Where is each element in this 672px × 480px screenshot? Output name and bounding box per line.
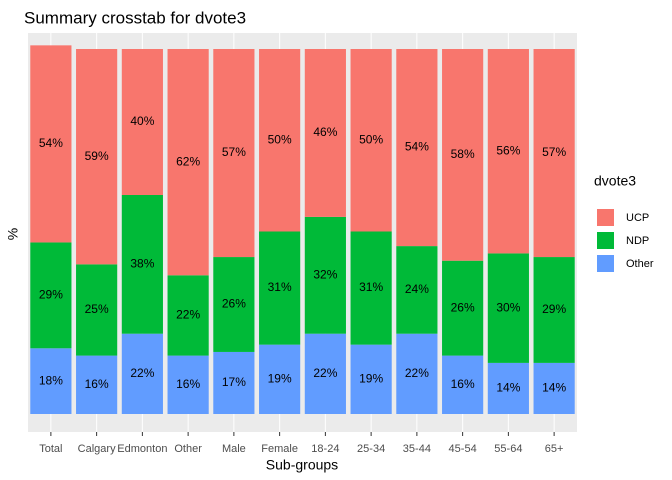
bar-segment bbox=[533, 362, 575, 414]
legend-key bbox=[597, 255, 614, 272]
bar-segment bbox=[442, 49, 484, 261]
bar-segment bbox=[167, 355, 209, 414]
bar-segment bbox=[350, 231, 392, 345]
data-label: 58% bbox=[451, 147, 475, 161]
data-label: 25% bbox=[85, 302, 109, 316]
data-label: 30% bbox=[496, 300, 520, 314]
x-tick-label: 25-34 bbox=[357, 443, 385, 455]
legend-label: Other bbox=[626, 258, 654, 270]
x-tick-label: Edmonton bbox=[117, 443, 167, 455]
data-label: 14% bbox=[496, 381, 520, 395]
x-tick-label: 18-24 bbox=[311, 443, 339, 455]
bar-segment bbox=[396, 49, 438, 247]
data-label: 14% bbox=[542, 381, 566, 395]
bar-segment bbox=[487, 49, 529, 254]
bar-segment bbox=[533, 49, 575, 258]
bar-segment bbox=[76, 49, 118, 265]
bar-segment bbox=[442, 260, 484, 356]
legend-label: UCP bbox=[626, 212, 649, 224]
x-tick-label: 45-54 bbox=[449, 443, 477, 455]
x-tick-label: 35-44 bbox=[403, 443, 431, 455]
bar-segment bbox=[30, 348, 72, 414]
bar-segment bbox=[213, 257, 255, 352]
data-label: 46% bbox=[313, 125, 337, 139]
bar-segment bbox=[350, 49, 392, 232]
bar-segment bbox=[121, 195, 163, 334]
bar-segment bbox=[304, 49, 346, 217]
data-label: 29% bbox=[39, 288, 63, 302]
bar-segment bbox=[76, 264, 118, 356]
x-tick-label: 55-64 bbox=[494, 443, 522, 455]
data-label: 32% bbox=[313, 267, 337, 281]
bar-segment bbox=[213, 351, 255, 414]
data-label: 19% bbox=[268, 371, 292, 385]
data-label: 26% bbox=[222, 297, 246, 311]
data-label: 57% bbox=[542, 145, 566, 159]
legend-label: NDP bbox=[626, 235, 649, 247]
bar-segment bbox=[533, 257, 575, 363]
data-label: 38% bbox=[130, 257, 154, 271]
data-label: 24% bbox=[405, 282, 429, 296]
bar-segment bbox=[259, 344, 301, 414]
bar-segment bbox=[30, 45, 72, 243]
data-label: 16% bbox=[451, 377, 475, 391]
bar-segment bbox=[259, 49, 301, 232]
data-label: 29% bbox=[542, 302, 566, 316]
data-label: 40% bbox=[130, 114, 154, 128]
bar-segment bbox=[487, 362, 529, 414]
data-label: 22% bbox=[405, 366, 429, 380]
data-label: 31% bbox=[268, 280, 292, 294]
data-label: 22% bbox=[313, 366, 337, 380]
bar-segment bbox=[442, 355, 484, 414]
chart-title: Summary crosstab for dvote3 bbox=[24, 8, 246, 27]
data-label: 56% bbox=[496, 143, 520, 157]
bar-segment bbox=[167, 275, 209, 356]
bar-segment bbox=[396, 246, 438, 334]
panel bbox=[28, 33, 577, 432]
bar-segment bbox=[121, 49, 163, 195]
x-tick-label: Female bbox=[261, 443, 298, 455]
x-tick-label: 65+ bbox=[545, 443, 564, 455]
bar-segment bbox=[30, 242, 72, 349]
x-tick-label: Calgary bbox=[78, 443, 116, 455]
bar-segment bbox=[213, 49, 255, 258]
x-tick-label: Other bbox=[174, 443, 202, 455]
bar-segment bbox=[304, 216, 346, 334]
legend-key bbox=[597, 232, 614, 249]
bar-segment bbox=[487, 253, 529, 363]
data-label: 54% bbox=[405, 140, 429, 154]
bar-segment bbox=[350, 344, 392, 414]
data-label: 50% bbox=[359, 132, 383, 146]
legend-title: dvote3 bbox=[594, 173, 636, 189]
legend-key bbox=[597, 209, 614, 226]
data-label: 22% bbox=[176, 308, 200, 322]
data-label: 18% bbox=[39, 373, 63, 387]
bar-segment bbox=[167, 49, 209, 276]
x-tick-label: Total bbox=[39, 443, 62, 455]
data-label: 59% bbox=[85, 149, 109, 163]
data-label: 62% bbox=[176, 154, 200, 168]
data-label: 50% bbox=[268, 132, 292, 146]
bar-segment bbox=[259, 231, 301, 345]
bar-segment bbox=[76, 355, 118, 414]
data-label: 31% bbox=[359, 280, 383, 294]
data-label: 19% bbox=[359, 371, 383, 385]
data-label: 57% bbox=[222, 145, 246, 159]
bar-segment bbox=[121, 333, 163, 414]
data-label: 17% bbox=[222, 375, 246, 389]
data-label: 16% bbox=[176, 377, 200, 391]
y-axis-label: % bbox=[5, 228, 21, 240]
bar-segment bbox=[304, 333, 346, 414]
data-label: 16% bbox=[85, 377, 109, 391]
x-axis-label: Sub-groups bbox=[266, 457, 338, 473]
bar-segment bbox=[396, 333, 438, 414]
data-label: 26% bbox=[451, 300, 475, 314]
x-tick-label: Male bbox=[222, 443, 246, 455]
data-label: 54% bbox=[39, 136, 63, 150]
data-label: 22% bbox=[130, 366, 154, 380]
